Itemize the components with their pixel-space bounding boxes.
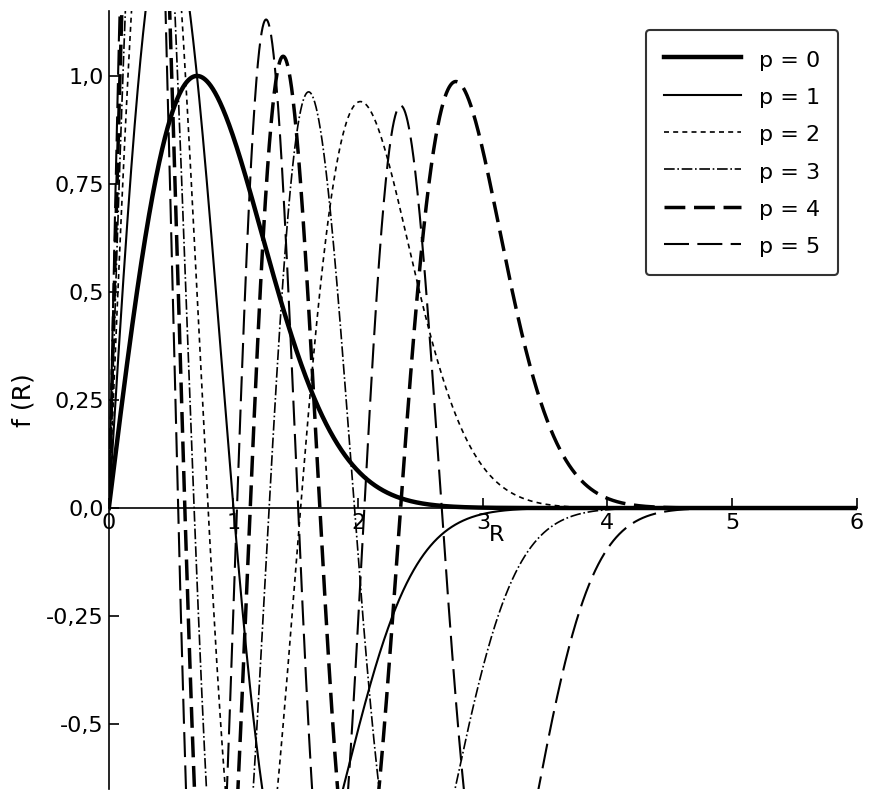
Y-axis label: f (R): f (R) xyxy=(11,373,35,427)
Text: R: R xyxy=(489,526,505,546)
Legend: p = 0, p = 1, p = 2, p = 3, p = 4, p = 5: p = 0, p = 1, p = 2, p = 3, p = 4, p = 5 xyxy=(646,30,838,275)
